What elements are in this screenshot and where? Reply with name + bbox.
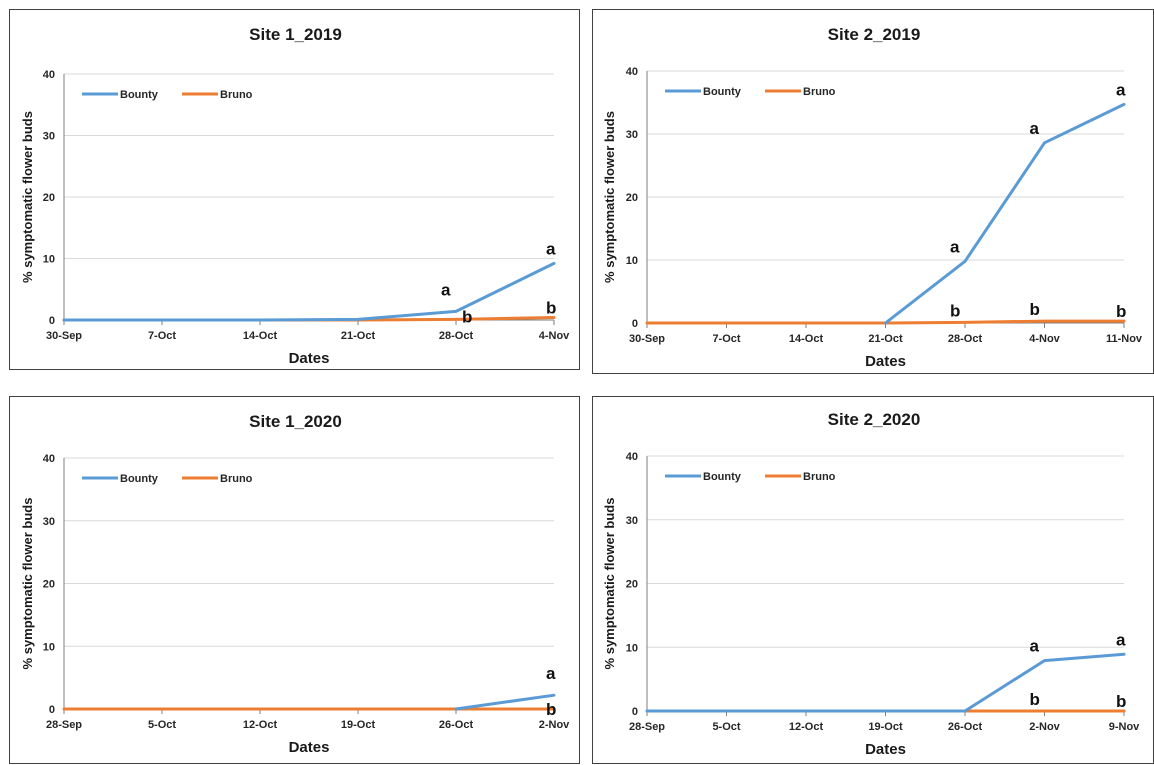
y-tick-label: 10 bbox=[626, 642, 638, 654]
y-axis-label: % symptomatic flower buds bbox=[602, 111, 617, 283]
x-tick-label: 7-Oct bbox=[712, 333, 740, 345]
y-axis-label: % symptomatic flower buds bbox=[20, 111, 35, 283]
x-axis-label: Dates bbox=[289, 739, 330, 756]
series-line-bounty bbox=[884, 102, 1126, 325]
chart-svg: Site 1_2020 0 10 20 30 40 28-Sep 5-Oct 12-Oct 19-… bbox=[20, 412, 570, 756]
y-tick-label: 30 bbox=[626, 129, 638, 141]
x-tick-label: 7-Oct bbox=[148, 330, 176, 342]
x-tick-label: 12-Oct bbox=[243, 719, 278, 731]
legend-label-bruno: Bruno bbox=[220, 89, 253, 101]
y-tick-label: 0 bbox=[632, 706, 638, 718]
y-tick-label: 10 bbox=[43, 254, 55, 266]
series-line-bounty bbox=[645, 652, 1126, 713]
y-tick-label: 40 bbox=[43, 69, 55, 81]
x-tick-label: 4-Nov bbox=[1029, 333, 1060, 345]
y-tick-label: 10 bbox=[626, 255, 638, 267]
x-tick-label: 28-Oct bbox=[948, 333, 983, 345]
y-tick-label: 20 bbox=[43, 192, 55, 204]
x-tick-label: 19-Oct bbox=[868, 721, 903, 733]
y-axis-label: % symptomatic flower buds bbox=[602, 498, 617, 670]
significance-letter: a bbox=[1116, 80, 1126, 99]
legend-label-bounty: Bounty bbox=[120, 473, 159, 485]
x-tick-label: 26-Oct bbox=[948, 721, 983, 733]
x-axis-label: Dates bbox=[865, 741, 906, 758]
chart-title: Site 1_2019 bbox=[249, 25, 342, 44]
chart-title: Site 1_2020 bbox=[249, 412, 342, 431]
y-tick-label: 20 bbox=[626, 579, 638, 591]
x-tick-label: 5-Oct bbox=[148, 719, 176, 731]
series-line-bounty bbox=[62, 261, 556, 322]
legend-label-bruno: Bruno bbox=[220, 473, 253, 485]
x-axis-label: Dates bbox=[865, 353, 906, 370]
chart-site-1-2020: Site 1_2020 0 10 20 30 40 28-Sep 5-Oct 12-Oct 19-… bbox=[9, 396, 580, 764]
significance-letter: a bbox=[1030, 119, 1040, 138]
y-tick-label: 0 bbox=[49, 315, 55, 327]
y-tick-label: 0 bbox=[49, 704, 55, 716]
significance-letter: b bbox=[1116, 302, 1126, 321]
significance-letter: a bbox=[1030, 637, 1040, 656]
significance-letter: a bbox=[950, 237, 960, 256]
significance-letter: b bbox=[1030, 300, 1040, 319]
x-tick-label: 11-Nov bbox=[1106, 333, 1143, 345]
x-tick-label: 28-Sep bbox=[46, 719, 82, 731]
y-tick-label: 20 bbox=[43, 579, 55, 591]
significance-letter: a bbox=[1116, 630, 1126, 649]
y-axis-label: % symptomatic flower buds bbox=[20, 498, 35, 670]
significance-letter: b bbox=[950, 301, 960, 320]
x-tick-label: 9-Nov bbox=[1109, 721, 1140, 733]
x-tick-label: 30-Sep bbox=[46, 330, 82, 342]
y-tick-label: 0 bbox=[632, 318, 638, 330]
significance-letter: b bbox=[1116, 692, 1126, 711]
chart-site-2-2019: Site 2_2019 0 10 20 30 40 30-Sep 7-Oct 14-Oct 21-… bbox=[592, 9, 1154, 374]
legend-label-bounty: Bounty bbox=[703, 86, 742, 98]
chart-svg: Site 1_2019 0 10 20 30 40 30-Sep 7-Oct 14-Oct 21-… bbox=[20, 25, 570, 367]
significance-letter: a bbox=[546, 664, 556, 683]
y-tick-label: 30 bbox=[43, 516, 55, 528]
legend-label-bounty: Bounty bbox=[703, 471, 742, 483]
y-tick-label: 40 bbox=[626, 451, 638, 463]
series-line-bounty bbox=[454, 693, 556, 711]
x-tick-label: 28-Oct bbox=[439, 330, 474, 342]
x-tick-label: 2-Nov bbox=[1029, 721, 1060, 733]
x-tick-label: 2-Nov bbox=[539, 719, 570, 731]
legend-label-bruno: Bruno bbox=[803, 86, 836, 98]
significance-letter: b bbox=[546, 700, 556, 719]
x-tick-label: 21-Oct bbox=[868, 333, 903, 345]
x-tick-label: 30-Sep bbox=[629, 333, 665, 345]
y-tick-label: 20 bbox=[626, 192, 638, 204]
chart-site-1-2019: Site 1_2019 0 10 20 30 40 30-Sep 7-Oct 14-Oct 21-… bbox=[9, 9, 580, 370]
x-tick-label: 21-Oct bbox=[341, 330, 376, 342]
y-tick-label: 30 bbox=[626, 515, 638, 527]
x-tick-label: 14-Oct bbox=[789, 333, 824, 345]
significance-letter: b bbox=[546, 299, 556, 318]
chart-site-2-2020: Site 2_2020 0 10 20 30 40 28-Sep 5-Oct 12-Oct 19-… bbox=[592, 396, 1154, 764]
x-tick-label: 19-Oct bbox=[341, 719, 376, 731]
x-tick-label: 4-Nov bbox=[539, 330, 570, 342]
significance-letter: a bbox=[441, 280, 451, 299]
significance-letter: b bbox=[462, 307, 472, 326]
chart-title: Site 2_2019 bbox=[828, 25, 921, 44]
y-tick-label: 40 bbox=[626, 66, 638, 78]
y-tick-label: 30 bbox=[43, 131, 55, 143]
legend-label-bounty: Bounty bbox=[120, 89, 159, 101]
x-tick-label: 5-Oct bbox=[712, 721, 740, 733]
y-tick-label: 40 bbox=[43, 453, 55, 465]
chart-title: Site 2_2020 bbox=[828, 410, 921, 429]
x-tick-label: 14-Oct bbox=[243, 330, 278, 342]
significance-letter: b bbox=[1030, 690, 1040, 709]
x-axis-label: Dates bbox=[289, 350, 330, 367]
legend-label-bruno: Bruno bbox=[803, 471, 836, 483]
chart-svg: Site 2_2019 0 10 20 30 40 30-Sep 7-Oct 14-Oct 21-… bbox=[602, 25, 1143, 370]
x-tick-label: 28-Sep bbox=[629, 721, 665, 733]
y-tick-label: 10 bbox=[43, 641, 55, 653]
x-tick-label: 12-Oct bbox=[789, 721, 824, 733]
chart-svg: Site 2_2020 0 10 20 30 40 28-Sep 5-Oct 12-Oct 19-… bbox=[602, 410, 1140, 758]
x-tick-label: 26-Oct bbox=[439, 719, 474, 731]
significance-letter: a bbox=[546, 239, 556, 258]
